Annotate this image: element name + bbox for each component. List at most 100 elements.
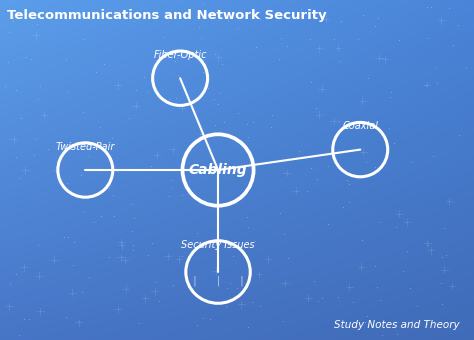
Point (222, 304, 229, 309)
Point (313, 177, 321, 182)
Point (275, 56, 283, 62)
Point (80, 36, 87, 42)
Point (100, 61, 108, 67)
Point (64, 235, 72, 240)
Point (365, 75, 372, 81)
Point (167, 177, 174, 183)
Point (12, 87, 19, 92)
Point (383, 154, 390, 160)
Point (455, 133, 463, 138)
Point (233, 285, 241, 290)
Point (438, 255, 446, 260)
Text: Coaxial: Coaxial (342, 121, 378, 132)
Point (32, 136, 39, 141)
Point (179, 253, 186, 259)
Point (363, 313, 371, 319)
Point (325, 163, 332, 169)
Point (216, 11, 224, 17)
Point (211, 122, 219, 127)
Point (408, 159, 416, 165)
Text: Study Notes and Theory: Study Notes and Theory (334, 320, 460, 330)
Point (343, 177, 351, 183)
Point (445, 5, 452, 11)
Point (406, 285, 414, 290)
Point (108, 135, 116, 141)
Point (147, 163, 155, 168)
Point (454, 22, 462, 28)
Point (387, 89, 394, 95)
Point (145, 252, 152, 258)
Point (280, 231, 288, 237)
Point (174, 72, 182, 78)
Point (165, 97, 173, 102)
Point (278, 36, 285, 41)
Point (173, 96, 180, 101)
Point (130, 215, 137, 220)
Point (129, 18, 137, 23)
Point (113, 168, 121, 174)
Point (206, 317, 214, 322)
Point (234, 110, 241, 115)
Point (220, 119, 228, 125)
Point (423, 321, 431, 326)
Point (161, 34, 168, 39)
Point (403, 249, 411, 254)
Point (64, 89, 71, 95)
Point (17, 175, 24, 181)
Point (75, 11, 83, 16)
Point (363, 159, 370, 165)
Point (145, 90, 152, 95)
Point (395, 38, 402, 43)
Point (79, 109, 87, 115)
Point (135, 321, 142, 326)
Point (148, 240, 156, 245)
Point (346, 199, 353, 204)
Point (424, 242, 431, 248)
Point (393, 331, 401, 336)
Point (80, 209, 87, 215)
Point (12, 154, 19, 159)
Point (51, 167, 58, 172)
Point (296, 148, 303, 154)
Point (376, 220, 384, 225)
Point (97, 214, 104, 219)
Point (361, 320, 368, 325)
Point (205, 86, 212, 91)
Point (349, 299, 357, 304)
Point (442, 252, 450, 257)
Point (152, 279, 159, 284)
Point (268, 113, 275, 118)
Point (196, 131, 204, 136)
Point (26, 316, 33, 322)
Point (431, 65, 439, 70)
Point (434, 80, 441, 86)
Point (422, 83, 429, 88)
Point (85, 274, 93, 280)
Point (165, 193, 173, 199)
Point (199, 315, 207, 320)
Point (428, 4, 435, 10)
Point (243, 121, 251, 127)
Point (339, 204, 347, 209)
Point (15, 333, 23, 338)
Point (227, 280, 234, 286)
Point (126, 115, 133, 121)
Point (129, 242, 137, 248)
Point (91, 220, 98, 225)
Point (306, 37, 314, 42)
Point (33, 21, 41, 27)
Point (449, 42, 457, 47)
Point (335, 119, 343, 124)
Point (44, 147, 51, 152)
Point (248, 300, 256, 305)
Point (4, 59, 12, 65)
Text: Telecommunications and Network Security: Telecommunications and Network Security (7, 8, 327, 21)
Point (245, 324, 252, 330)
Point (359, 12, 367, 18)
Text: Twisted-Pair: Twisted-Pair (55, 142, 115, 152)
Point (376, 297, 384, 303)
Point (462, 65, 470, 70)
Point (249, 119, 257, 124)
Point (379, 332, 386, 337)
Point (256, 303, 264, 309)
